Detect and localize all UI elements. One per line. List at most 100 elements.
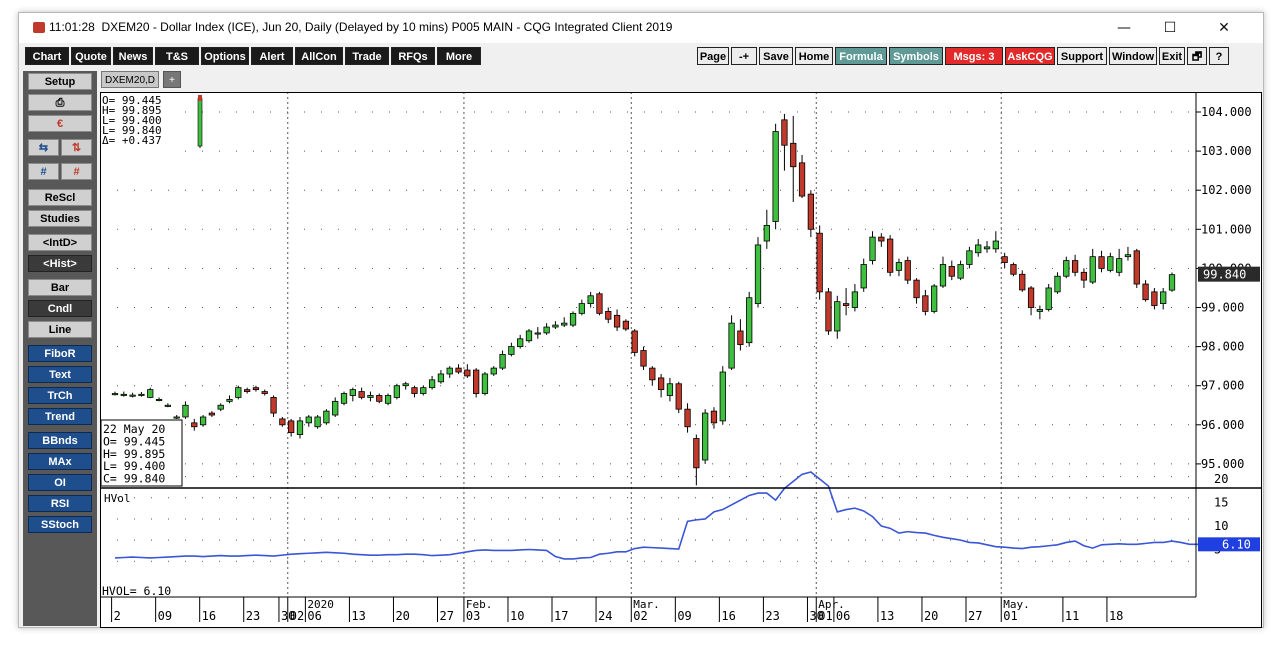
sidebar-oi-button[interactable]: OI <box>28 474 92 491</box>
candle <box>842 287 850 316</box>
date-tick-label: 27 <box>968 609 982 623</box>
setup-button[interactable]: Setup <box>28 73 92 90</box>
candle-up-body <box>147 389 154 398</box>
sidebar-rsi-button[interactable]: RSI <box>28 495 92 512</box>
candle <box>719 366 726 425</box>
quote-line: L= 99.840 <box>102 124 162 137</box>
sidebar-trch-button[interactable]: TrCh <box>28 387 92 404</box>
sidebar-trend-button[interactable]: Trend <box>28 408 92 425</box>
toolbar-quote-button[interactable]: Quote <box>71 47 111 65</box>
toolbar-right-button-5[interactable]: Symbols <box>889 47 943 65</box>
print-button[interactable]: ⎙ <box>28 94 92 111</box>
toolbar-more-button[interactable]: More <box>437 47 481 65</box>
candle <box>376 393 383 404</box>
grid-blue-button[interactable]: # <box>28 163 59 180</box>
candle-up-body <box>323 410 330 424</box>
close-button[interactable]: ✕ <box>1218 20 1230 36</box>
toolbar-right-button-12[interactable]: ? <box>1209 47 1229 65</box>
toolbar-rfqs-button[interactable]: RFQs <box>391 47 435 65</box>
toolbar-right-button-11[interactable]: 🗗 <box>1187 47 1207 65</box>
toolbar-right-button-8[interactable]: Support <box>1057 47 1107 65</box>
toolbar-chart-button[interactable]: Chart <box>25 47 69 65</box>
toolbar-right-button-6[interactable]: Msgs: 3 <box>945 47 1003 65</box>
tab-dxem20[interactable]: DXEM20,D <box>101 71 159 88</box>
updown-button[interactable]: ⇅ <box>61 139 92 156</box>
candle <box>402 381 409 390</box>
candle-up-body <box>578 303 585 314</box>
date-tick-label: 27 <box>440 609 454 623</box>
toolbar-right-button-1[interactable]: -+ <box>731 47 757 65</box>
sidebar-bar-button[interactable]: Bar <box>28 279 92 296</box>
candle <box>243 387 251 394</box>
toolbar-right-button-9[interactable]: Window <box>1109 47 1157 65</box>
hvol-tick-label: 10 <box>1214 519 1228 533</box>
candle <box>270 395 277 417</box>
toolbar-trade-button[interactable]: Trade <box>345 47 389 65</box>
candle-down-body <box>376 395 383 402</box>
candle <box>895 258 903 277</box>
sidebar-max-button[interactable]: MAx <box>28 453 92 470</box>
sidebar-text-button[interactable]: Text <box>28 366 92 383</box>
candle-up-body <box>490 367 497 375</box>
candle <box>772 123 779 230</box>
candle <box>490 366 497 376</box>
printer-icon: ⎙ <box>55 97 65 109</box>
chart-area[interactable]: 104.000103.000102.000101.000100.00099.00… <box>100 92 1262 628</box>
sidebar-fibor-button[interactable]: FiboR <box>28 345 92 362</box>
left-toolbar: Setup ⎙ € ⇆ ⇅ # # ReScl Studies <IntD> <His… <box>23 71 97 626</box>
toolbar-right-button-7[interactable]: AskCQG <box>1005 47 1055 65</box>
grid-red-button[interactable]: # <box>61 163 92 180</box>
sidebar-sstoch-button[interactable]: SStoch <box>28 516 92 533</box>
candle-down-body <box>710 410 718 424</box>
candle <box>252 385 260 392</box>
candle <box>1063 256 1070 279</box>
candle <box>790 115 797 202</box>
toolbar-news-button[interactable]: News <box>113 47 153 65</box>
candle-down-body <box>358 391 365 398</box>
sidebar-cndl-button[interactable]: Cndl <box>28 300 92 317</box>
date-tick-label: 09 <box>677 609 691 623</box>
candle-down-body <box>473 369 480 394</box>
clock-time: 11:01:28 <box>49 20 95 34</box>
toolbar-right-button-2[interactable]: Save <box>759 47 793 65</box>
toolbar-right-button-4[interactable]: Formula <box>835 47 887 65</box>
add-tab-button[interactable]: + <box>163 71 181 88</box>
quote-line: Δ= +0.437 <box>102 134 162 147</box>
sidebar-line-button[interactable]: Line <box>28 321 92 338</box>
swap-button[interactable]: ⇆ <box>28 139 59 156</box>
candle <box>1168 272 1176 292</box>
candle-up-body <box>446 367 453 375</box>
month-label: Feb. <box>466 598 493 611</box>
candle <box>147 387 154 399</box>
toolbar-right-button-0[interactable]: Page <box>697 47 729 65</box>
export-button[interactable]: € <box>28 115 92 132</box>
sidebar-bbnds-button[interactable]: BBnds <box>28 432 92 449</box>
candle <box>640 346 647 371</box>
candle-down-body <box>243 389 251 392</box>
toolbar-right-button-10[interactable]: Exit <box>1159 47 1185 65</box>
candle <box>525 329 533 343</box>
candle-down-body <box>842 303 850 306</box>
toolbar-allcon-button[interactable]: AllCon <box>295 47 343 65</box>
minimize-button[interactable]: — <box>1117 20 1131 36</box>
sidebar-intd-button[interactable]: <IntD> <box>28 234 92 251</box>
candle-up-body <box>754 244 762 304</box>
toolbar-ts-button[interactable]: T&S <box>155 47 199 65</box>
sidebar-hist-button[interactable]: <Hist> <box>28 255 92 272</box>
maximize-button[interactable]: ☐ <box>1163 20 1177 36</box>
sidebar-rescl-button[interactable]: ReScl <box>28 189 92 206</box>
candle-down-body <box>913 279 920 299</box>
sidebar-studies-button[interactable]: Studies <box>28 210 92 227</box>
candle <box>552 321 559 330</box>
candle <box>1098 250 1105 273</box>
toolbar-right-button-3[interactable]: Home <box>795 47 833 65</box>
candle <box>1010 262 1017 277</box>
chart-background <box>100 92 1262 628</box>
date-tick-label: 24 <box>598 609 612 623</box>
price-chart[interactable]: 104.000103.000102.000101.000100.00099.00… <box>100 92 1262 628</box>
candle <box>235 385 242 400</box>
toolbar-options-button[interactable]: Options <box>201 47 249 65</box>
candle-up-body <box>525 330 533 342</box>
toolbar-alert-button[interactable]: Alert <box>251 47 293 65</box>
candle-up-body <box>552 324 559 328</box>
